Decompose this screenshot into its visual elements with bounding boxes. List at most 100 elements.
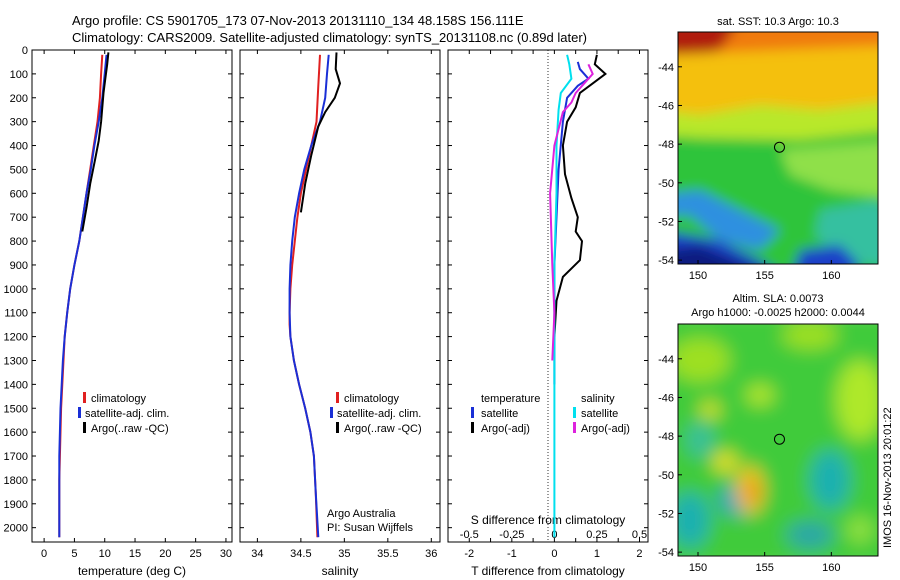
- legend-swatch-satellite-adj: [78, 407, 81, 418]
- imos-timestamp: IMOS 16-Nov-2013 20:01:22: [882, 407, 894, 548]
- map-x-tick-label: 150: [689, 562, 707, 574]
- s-tick-label: -0.5: [460, 529, 479, 541]
- map-x-tick-label: 160: [822, 562, 840, 574]
- salinity-panel: salinity 34 34.5 35 35.5 36 climatology sate…: [239, 49, 441, 578]
- x-tick-label: 34.5: [290, 548, 311, 560]
- legend-label-t-argo: Argo(-adj): [481, 423, 530, 435]
- legend-swatch-t-argo: [471, 422, 474, 433]
- x-tick-label: 30: [220, 548, 232, 560]
- s-tick-label: -0.25: [499, 529, 524, 541]
- legend-label-argo: Argo(..raw -QC): [344, 423, 422, 435]
- y-tick-label: 2000: [4, 523, 28, 535]
- pi-annotation: PI: Susan Wijffels: [327, 522, 413, 534]
- x-tick-label: 5: [71, 548, 77, 560]
- legend-swatch-climatology: [83, 392, 86, 403]
- salinity-difference-legend: salinity satellite Argo(-adj): [573, 393, 630, 435]
- sst-map-field: [678, 32, 878, 264]
- map-y-tick-label: -44: [658, 62, 674, 74]
- map-x-tick-label: 160: [822, 270, 840, 282]
- y-tick-label: 400: [10, 141, 28, 153]
- map-x-tick-label: 155: [755, 270, 773, 282]
- x-tick-label: 36: [425, 548, 437, 560]
- y-tick-label: 1600: [4, 427, 28, 439]
- legend-title-temperature: temperature: [481, 393, 540, 405]
- s-tick-label: 0.5: [632, 529, 647, 541]
- temperature-xlabel: temperature (deg C): [78, 564, 186, 578]
- series-line-argo-raw-qc-: [81, 52, 110, 232]
- legend-label-t-satellite: satellite: [481, 408, 518, 420]
- salinity-xlabel: salinity: [322, 564, 359, 578]
- map-y-tick-label: -54: [658, 547, 674, 559]
- legend-label-climatology: climatology: [344, 393, 400, 405]
- x-tick-label: 10: [99, 548, 111, 560]
- y-tick-label: 0: [22, 45, 28, 57]
- map-y-tick-label: -46: [658, 392, 674, 404]
- map-y-tick-label: -48: [658, 139, 674, 151]
- y-tick-label: 100: [10, 69, 28, 81]
- legend-swatch-s-argo: [573, 422, 576, 433]
- legend-label-satellite-adj: satellite-adj. clim.: [337, 408, 421, 420]
- sla-map-title-line1: Altim. SLA: 0.0073: [732, 293, 823, 305]
- legend-swatch-s-satellite: [573, 407, 576, 418]
- legend-label-satellite-adj: satellite-adj. clim.: [85, 408, 169, 420]
- sla-map-frame: [677, 323, 879, 557]
- legend-swatch-satellite-adj: [330, 407, 333, 418]
- sla-map-panel: Altim. SLA: 0.0073 Argo h1000: -0.0025 h…: [658, 293, 879, 574]
- salinity-axes-frame: [239, 49, 441, 543]
- t-difference-xlabel: T difference from climatology: [471, 564, 625, 578]
- x-tick-label: 25: [190, 548, 202, 560]
- y-tick-label: 1700: [4, 451, 28, 463]
- salinity-legend: climatology satellite-adj. clim. Argo(..…: [330, 392, 422, 435]
- legend-label-climatology: climatology: [91, 393, 147, 405]
- series-line-s-satellite: [553, 54, 573, 538]
- series-line-satellite-adj-clim-: [58, 54, 108, 538]
- legend-label-s-argo: Argo(-adj): [581, 423, 630, 435]
- series-line-t-argo-adj-: [553, 54, 607, 337]
- y-tick-label: 1900: [4, 499, 28, 511]
- map-y-tick-label: -50: [658, 470, 674, 482]
- y-tick-label: 900: [10, 260, 28, 272]
- legend-swatch-t-satellite: [471, 407, 474, 418]
- x-tick-label: 35.5: [377, 548, 398, 560]
- map-y-tick-label: -44: [658, 354, 674, 366]
- difference-panel: T difference from climatology S differen…: [447, 49, 649, 578]
- legend-swatch-climatology: [336, 392, 339, 403]
- temperature-axes-frame: [31, 49, 233, 543]
- s-difference-label: S difference from climatology: [471, 513, 626, 527]
- sla-map-title-line2: Argo h1000: -0.0025 h2000: 0.0044: [691, 307, 865, 319]
- argo-float-marker: [773, 433, 785, 445]
- y-tick-label: 1500: [4, 403, 28, 415]
- sst-map-frame: [677, 31, 879, 265]
- legend-swatch-argo: [336, 422, 339, 433]
- x-tick-label: 0: [41, 548, 47, 560]
- sla-map-field: [678, 324, 878, 556]
- map-x-tick-label: 155: [755, 562, 773, 574]
- s-tick-label: 0.25: [586, 529, 607, 541]
- x-tick-label: 2: [636, 548, 642, 560]
- y-tick-label: 1400: [4, 379, 28, 391]
- series-line-s-argo-adj-: [549, 63, 594, 361]
- temperature-panel: temperature (deg C) 01002003004005006007…: [4, 45, 233, 578]
- map-y-tick-label: -54: [658, 255, 674, 267]
- institution-annotation: Argo Australia: [327, 508, 396, 520]
- figure-title-line1: Argo profile: CS 5901705_173 07-Nov-2013…: [72, 13, 524, 28]
- y-tick-label: 1100: [4, 308, 28, 320]
- y-tick-label: 800: [10, 236, 28, 248]
- y-tick-label: 300: [10, 117, 28, 129]
- y-tick-label: 1300: [4, 355, 28, 367]
- legend-swatch-argo: [83, 422, 86, 433]
- x-tick-label: -2: [464, 548, 474, 560]
- map-y-tick-label: -52: [658, 508, 674, 520]
- legend-label-s-satellite: satellite: [581, 408, 618, 420]
- sst-map-panel: sat. SST: 10.3 Argo: 10.3 150 155 160 -44 -4…: [658, 16, 879, 282]
- series-line-argo-raw-qc-: [299, 52, 342, 213]
- temperature-difference-legend: temperature satellite Argo(-adj): [471, 393, 540, 435]
- sst-map-title: sat. SST: 10.3 Argo: 10.3: [717, 16, 839, 28]
- y-tick-label: 200: [10, 93, 28, 105]
- temperature-legend: climatology satellite-adj. clim. Argo(..…: [78, 392, 169, 435]
- y-tick-label: 1000: [4, 284, 28, 296]
- x-tick-label: -1: [507, 548, 517, 560]
- y-tick-label: 1200: [4, 332, 28, 344]
- map-y-tick-label: -50: [658, 178, 674, 190]
